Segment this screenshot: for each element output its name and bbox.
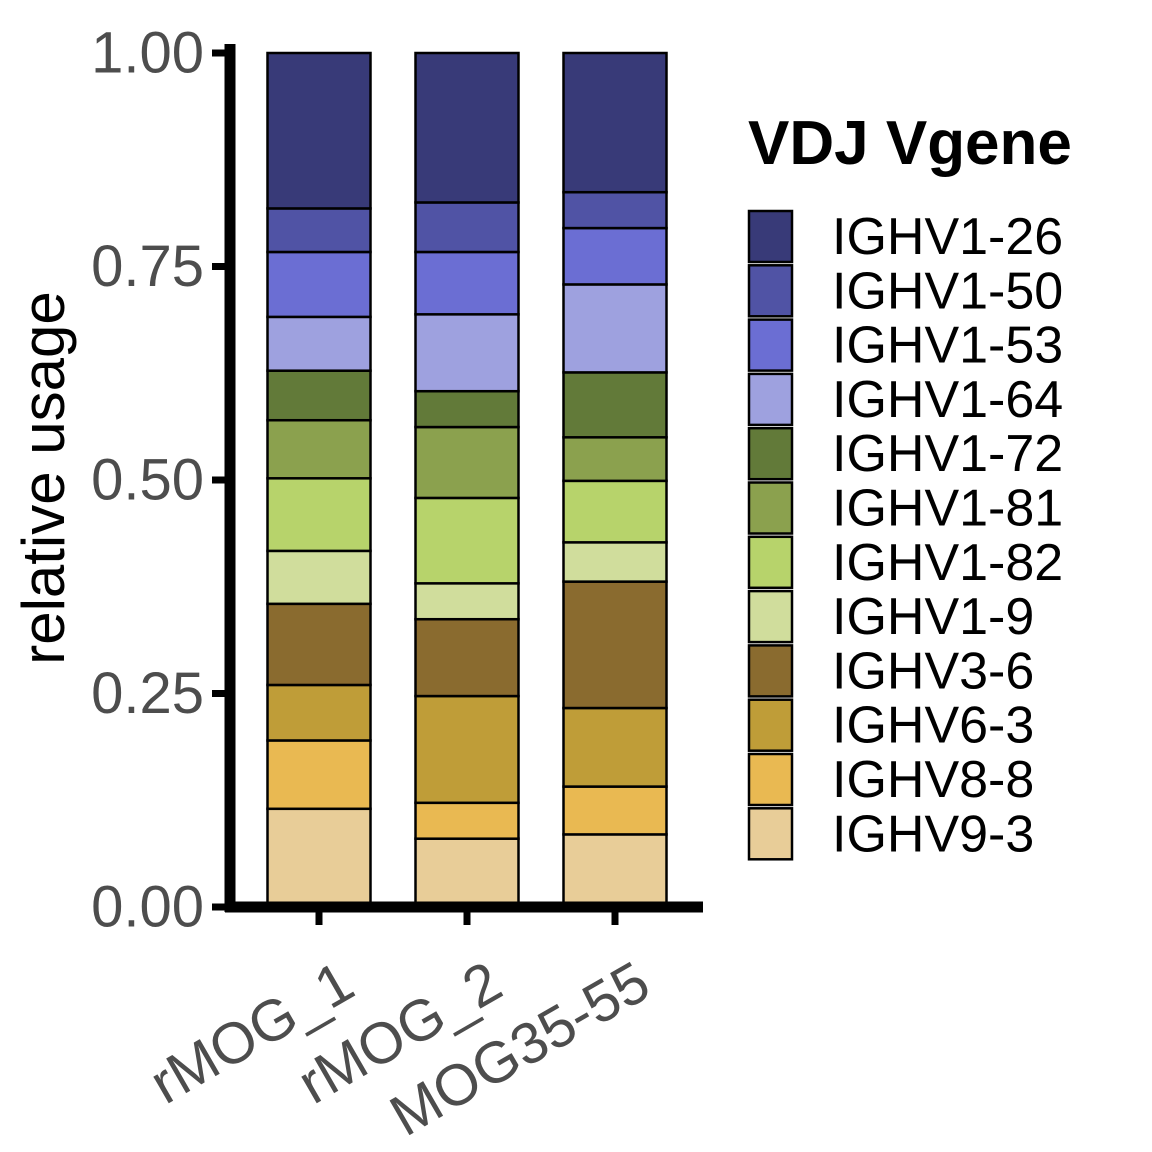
bar-segment-ighv1-82-rmog-1 [266, 477, 372, 553]
bar-segment-ighv1-81-rmog-2 [414, 425, 520, 500]
legend-label-ighv1-64: IGHV1-64 [832, 371, 1063, 429]
y-tick-label: 1.00 [91, 21, 204, 86]
legend-label-ighv1-72: IGHV1-72 [832, 425, 1063, 483]
y-tick-label: 0.50 [91, 448, 204, 513]
legend-label-ighv1-81: IGHV1-81 [832, 480, 1063, 538]
legend-swatch-ighv9-3 [747, 807, 794, 861]
bar-segment-ighv8-8-rmog-1 [266, 739, 372, 811]
legend-title: VDJ Vgene [748, 109, 1072, 178]
bar-segment-ighv1-81-rmog-1 [266, 418, 372, 480]
legend-swatch-ighv1-50 [747, 264, 794, 318]
legend-label-ighv1-53: IGHV1-53 [832, 317, 1063, 375]
bar-segment-ighv1-72-mog35-55 [562, 371, 668, 439]
legend-swatch-ighv1-9 [747, 589, 794, 644]
legend-label-ighv3-6: IGHV3-6 [832, 642, 1034, 700]
bar-segment-ighv1-53-rmog-1 [266, 250, 372, 319]
bar-segment-ighv1-64-rmog-1 [266, 315, 372, 372]
legend-swatch-ighv1-26 [747, 209, 794, 264]
legend-label-ighv8-8: IGHV8-8 [832, 751, 1034, 809]
legend-swatch-ighv8-8 [747, 752, 794, 807]
bar-segment-ighv6-3-rmog-1 [266, 683, 372, 742]
y-tick-label: 0.75 [91, 234, 204, 299]
legend-swatch-ighv1-64 [747, 372, 794, 427]
bar-segment-ighv3-6-rmog-2 [414, 617, 520, 698]
bar-segment-ighv8-8-mog35-55 [562, 785, 668, 836]
bar-segment-ighv8-8-rmog-2 [414, 801, 520, 840]
bar-segment-ighv1-72-rmog-2 [414, 389, 520, 429]
bar-segment-ighv1-50-rmog-2 [414, 201, 520, 254]
legend-label-ighv6-3: IGHV6-3 [832, 697, 1034, 755]
bar-segment-ighv3-6-mog35-55 [562, 580, 668, 710]
bar-segment-ighv1-53-rmog-2 [414, 250, 520, 316]
bar-segment-ighv1-26-rmog-2 [414, 51, 520, 204]
bar-segment-ighv1-82-mog35-55 [562, 479, 668, 544]
bar-segment-ighv1-50-mog35-55 [562, 190, 668, 230]
legend-swatch-ighv3-6 [747, 644, 794, 698]
legend-swatch-ighv6-3 [747, 698, 794, 752]
legend-label-ighv1-82: IGHV1-82 [832, 534, 1063, 592]
legend-swatch-ighv1-72 [747, 426, 794, 481]
bar-segment-ighv9-3-rmog-2 [414, 837, 520, 909]
legend-swatch-ighv1-81 [747, 481, 794, 535]
bar-segment-ighv1-64-rmog-2 [414, 313, 520, 393]
bars-group [266, 51, 668, 909]
y-tick-label: 0.25 [91, 661, 204, 726]
bar-segment-ighv1-26-mog35-55 [562, 51, 668, 194]
bar-segment-ighv9-3-mog35-55 [562, 833, 668, 909]
bar-segment-ighv3-6-rmog-1 [266, 602, 372, 687]
legend-swatch-ighv1-53 [747, 318, 794, 372]
bar-segment-ighv1-9-rmog-2 [414, 582, 520, 621]
y-tick-label: 0.00 [91, 875, 204, 940]
bar-segment-ighv1-9-rmog-1 [266, 549, 372, 606]
legend-label-ighv1-9: IGHV1-9 [832, 588, 1034, 646]
bar-segment-ighv1-26-rmog-1 [266, 51, 372, 210]
legend-label-ighv1-26: IGHV1-26 [832, 208, 1063, 266]
bar-segment-ighv6-3-rmog-2 [414, 694, 520, 805]
bar-segment-ighv1-53-mog35-55 [562, 226, 668, 286]
bar-segment-ighv1-64-mog35-55 [562, 283, 668, 374]
bar-segment-ighv1-9-mog35-55 [562, 541, 668, 583]
y-axis-title: relative usage [10, 291, 77, 665]
legend-label-ighv1-50: IGHV1-50 [832, 262, 1063, 320]
legend-group: IGHV1-26IGHV1-50IGHV1-53IGHV1-64IGHV1-72… [747, 208, 1063, 863]
legend-label-ighv9-3: IGHV9-3 [832, 805, 1034, 863]
bar-segment-ighv1-82-rmog-2 [414, 496, 520, 585]
bar-segment-ighv1-72-rmog-1 [266, 369, 372, 422]
bar-segment-ighv1-50-rmog-1 [266, 207, 372, 254]
legend-swatch-ighv1-82 [747, 535, 794, 590]
y-ticks-group: 0.00 0.25 0.50 0.75 1.00 [91, 21, 230, 940]
bar-segment-ighv6-3-mog35-55 [562, 706, 668, 788]
bar-segment-ighv9-3-rmog-1 [266, 807, 372, 909]
bar-segment-ighv1-81-mog35-55 [562, 436, 668, 483]
